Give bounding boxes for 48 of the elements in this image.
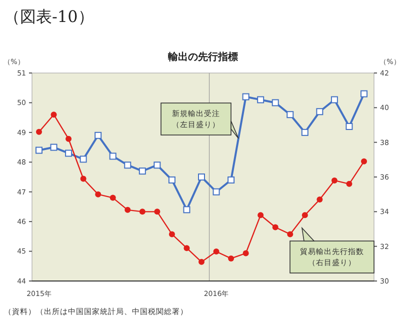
point [36,146,42,154]
point [139,208,146,215]
point [360,90,368,98]
text: （図表-10） [4,7,94,26]
point [65,150,72,157]
point [36,128,42,135]
point [242,250,249,256]
point [346,122,353,130]
point [110,194,116,201]
point [242,93,250,100]
point [286,111,294,118]
point [287,231,294,238]
point [212,188,220,196]
point [198,174,205,180]
point [316,196,323,203]
point [301,128,308,136]
point [272,99,279,106]
point [168,176,176,184]
point [80,156,87,163]
point [330,96,338,104]
point [80,176,86,182]
point [316,108,324,116]
point [66,136,72,142]
point [168,231,175,238]
point [154,208,160,215]
point [154,162,161,169]
point [228,255,234,262]
point [124,162,132,169]
point [258,212,264,218]
point [184,245,190,252]
point [213,248,220,255]
point [331,177,338,184]
point [361,158,367,164]
point [257,96,264,104]
point [272,224,278,230]
point [124,206,131,213]
point [138,168,146,175]
point [50,144,58,151]
point [346,180,352,187]
point [302,212,308,218]
point [109,152,116,160]
point [94,132,102,139]
point [183,206,190,214]
chart-title: 輸出の先行指標 [167,51,238,63]
point [95,191,102,198]
point [228,176,235,184]
point [50,112,57,118]
point [198,258,204,265]
